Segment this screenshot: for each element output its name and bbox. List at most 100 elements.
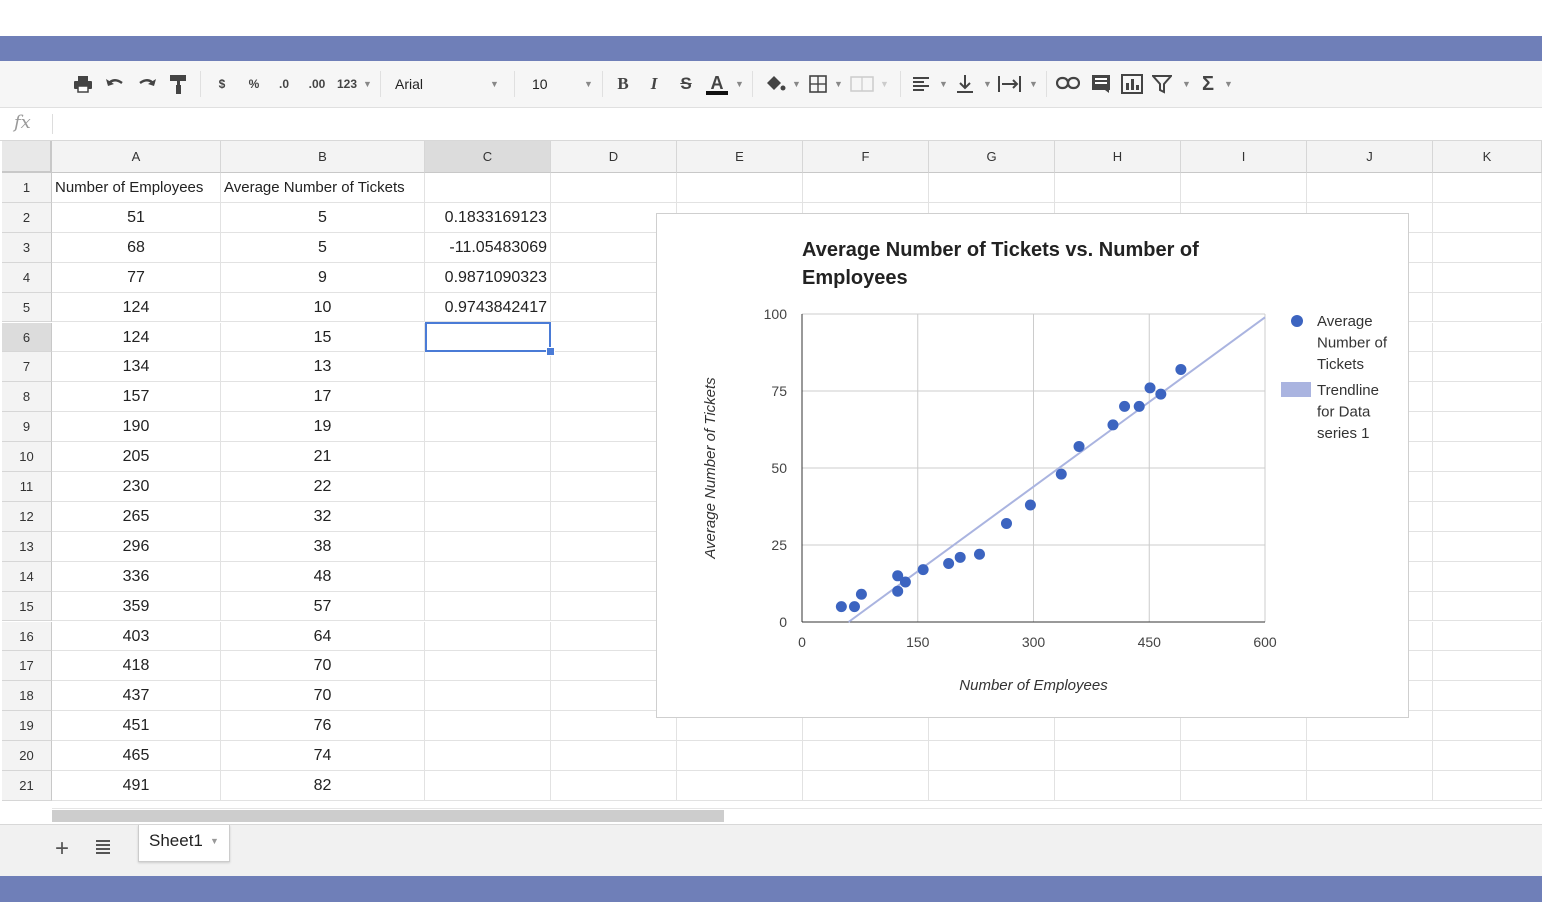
cell-c4[interactable]: 0.9871090323: [425, 262, 551, 293]
cell-b16[interactable]: 64: [221, 621, 425, 652]
font-size-select[interactable]: 10: [532, 76, 548, 92]
cell-g20[interactable]: [929, 741, 1055, 771]
cell-a10[interactable]: 205: [52, 442, 221, 472]
data-point[interactable]: [848, 601, 860, 613]
cell-k18[interactable]: [1433, 681, 1542, 712]
column-header-j[interactable]: J: [1307, 141, 1433, 173]
chevron-down-icon[interactable]: ▼: [834, 79, 843, 89]
cell-a6[interactable]: 124: [52, 322, 221, 353]
data-point[interactable]: [1155, 388, 1167, 400]
functions-button[interactable]: Σ: [1201, 73, 1214, 95]
chevron-down-icon[interactable]: ▼: [939, 79, 948, 89]
percent-button[interactable]: %: [248, 77, 260, 91]
cell-k16[interactable]: [1433, 621, 1542, 652]
currency-button[interactable]: $: [218, 77, 226, 91]
cell-g19[interactable]: [929, 711, 1055, 742]
select-all-corner[interactable]: [2, 141, 52, 173]
data-point[interactable]: [943, 557, 955, 569]
cell-b4[interactable]: 9: [221, 262, 425, 293]
cell-a13[interactable]: 296: [52, 531, 221, 562]
data-point[interactable]: [835, 601, 847, 613]
cell-a7[interactable]: 134: [52, 352, 221, 383]
cell-c2[interactable]: 0.1833169123: [425, 202, 551, 233]
chevron-down-icon[interactable]: ▼: [584, 79, 593, 89]
row-header-17[interactable]: 17: [2, 651, 52, 682]
cell-i20[interactable]: [1181, 741, 1307, 771]
cell-b21[interactable]: 82: [221, 771, 425, 801]
row-header-4[interactable]: 4: [2, 262, 52, 293]
cell-a4[interactable]: 77: [52, 262, 221, 293]
data-point[interactable]: [954, 551, 966, 563]
cell-c7[interactable]: [425, 352, 551, 383]
cell-e19[interactable]: [677, 711, 803, 742]
cell-a19[interactable]: 451: [52, 711, 221, 742]
column-header-d[interactable]: D: [551, 141, 677, 173]
cell-k17[interactable]: [1433, 651, 1542, 682]
row-header-7[interactable]: 7: [2, 352, 52, 383]
link-icon[interactable]: [1056, 76, 1080, 90]
row-header-19[interactable]: 19: [2, 711, 52, 742]
row-header-5[interactable]: 5: [2, 292, 52, 323]
cell-c1[interactable]: [425, 173, 551, 203]
chevron-down-icon[interactable]: ▼: [210, 836, 219, 846]
cell-k5[interactable]: [1433, 292, 1542, 323]
cell-c20[interactable]: [425, 741, 551, 771]
fill-handle[interactable]: [546, 347, 555, 356]
row-header-13[interactable]: 13: [2, 531, 52, 562]
text-wrap-icon[interactable]: [997, 74, 1023, 94]
data-point[interactable]: [892, 585, 904, 597]
bold-button[interactable]: B: [617, 74, 629, 93]
comment-icon[interactable]: [1091, 74, 1111, 94]
row-header-21[interactable]: 21: [2, 771, 52, 801]
cell-b3[interactable]: 5: [221, 232, 425, 263]
column-header-i[interactable]: I: [1181, 141, 1307, 173]
cell-c17[interactable]: [425, 651, 551, 682]
strikethrough-button[interactable]: S: [680, 74, 692, 93]
cell-d19[interactable]: [551, 711, 677, 742]
cell-k12[interactable]: [1433, 501, 1542, 532]
cell-j20[interactable]: [1307, 741, 1433, 771]
row-header-10[interactable]: 10: [2, 442, 52, 472]
vertical-align-icon[interactable]: [955, 74, 975, 94]
cell-k10[interactable]: [1433, 442, 1542, 472]
cell-a15[interactable]: 359: [52, 591, 221, 622]
cell-a16[interactable]: 403: [52, 621, 221, 652]
chevron-down-icon[interactable]: ▼: [1182, 79, 1191, 89]
column-header-h[interactable]: H: [1055, 141, 1181, 173]
sheet-tab-sheet1[interactable]: Sheet1 ▼: [138, 825, 230, 862]
cell-a20[interactable]: 465: [52, 741, 221, 771]
row-header-8[interactable]: 8: [2, 382, 52, 413]
cell-b1[interactable]: Average Number of Tickets: [221, 173, 425, 203]
cell-j21[interactable]: [1307, 771, 1433, 801]
cell-i21[interactable]: [1181, 771, 1307, 801]
data-point[interactable]: [1144, 382, 1156, 394]
cell-b18[interactable]: 70: [221, 681, 425, 712]
cell-k7[interactable]: [1433, 352, 1542, 383]
cell-g1[interactable]: [929, 173, 1055, 203]
cell-a11[interactable]: 230: [52, 472, 221, 502]
data-point[interactable]: [1175, 363, 1187, 375]
data-point[interactable]: [917, 564, 929, 576]
row-header-11[interactable]: 11: [2, 472, 52, 502]
cell-j19[interactable]: [1307, 711, 1433, 742]
cell-d21[interactable]: [551, 771, 677, 801]
cell-b12[interactable]: 32: [221, 501, 425, 532]
add-sheet-button[interactable]: +: [55, 835, 70, 862]
cell-b6[interactable]: 15: [221, 322, 425, 353]
cell-k1[interactable]: [1433, 173, 1542, 203]
cell-k19[interactable]: [1433, 711, 1542, 742]
cell-b7[interactable]: 13: [221, 352, 425, 383]
cell-k14[interactable]: [1433, 561, 1542, 592]
decrease-decimal-button[interactable]: .0: [278, 77, 289, 91]
cell-h21[interactable]: [1055, 771, 1181, 801]
cell-d20[interactable]: [551, 741, 677, 771]
row-header-3[interactable]: 3: [2, 232, 52, 263]
cell-c19[interactable]: [425, 711, 551, 742]
align-left-icon[interactable]: [912, 76, 932, 92]
chevron-down-icon[interactable]: ▼: [792, 79, 801, 89]
data-point[interactable]: [1073, 440, 1085, 452]
data-point[interactable]: [1055, 468, 1067, 480]
column-header-c[interactable]: C: [425, 141, 551, 173]
row-header-20[interactable]: 20: [2, 741, 52, 771]
cell-b10[interactable]: 21: [221, 442, 425, 472]
